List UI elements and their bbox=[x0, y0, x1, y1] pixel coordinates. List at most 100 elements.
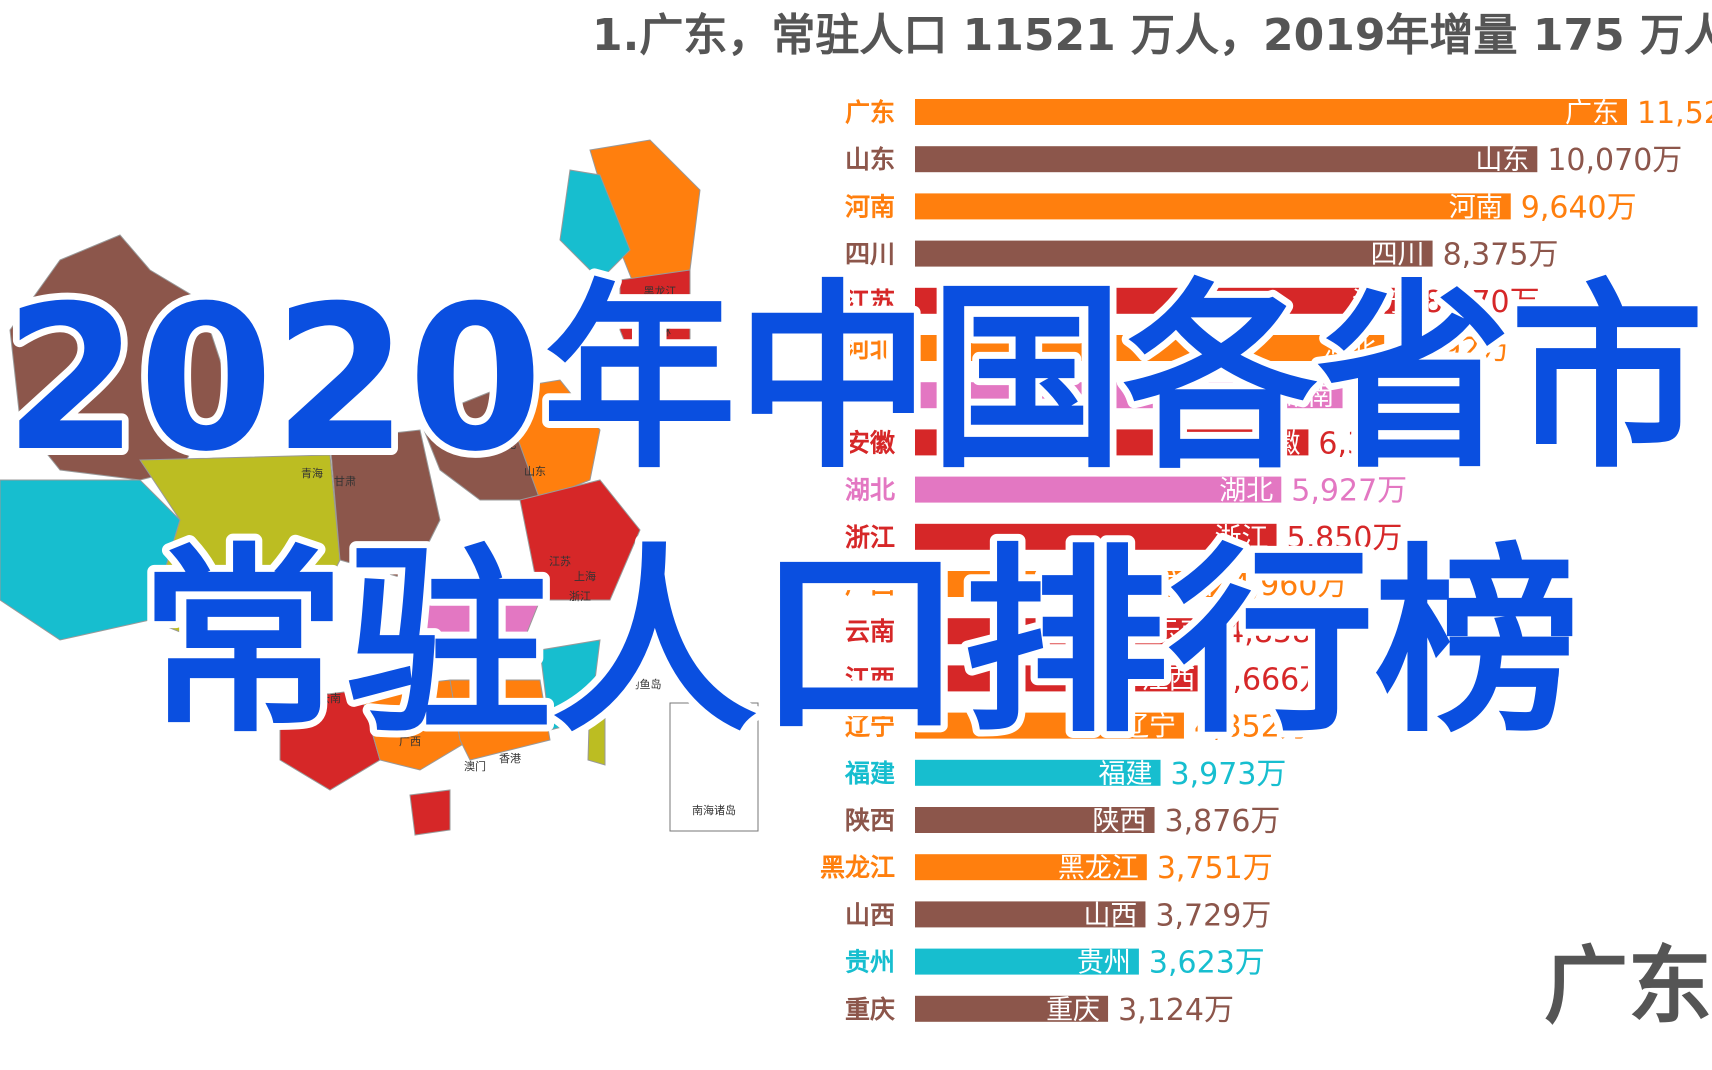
category-label: 河南 bbox=[845, 192, 895, 221]
value-label: 8,375万 bbox=[1443, 238, 1559, 273]
map-label: 钓鱼岛 bbox=[629, 677, 662, 691]
bar bbox=[915, 807, 1155, 833]
bar-inner-label: 四川 bbox=[1371, 240, 1425, 271]
overlay-title: 常驻人口排行榜 bbox=[140, 527, 1580, 760]
subtitle: 1.广东，常驻人口 11521 万人，2019年增量 175 万人 bbox=[592, 10, 1712, 61]
map-label: 山西 bbox=[459, 438, 481, 451]
bar bbox=[915, 523, 1277, 550]
category-label: 湖南 bbox=[845, 381, 895, 410]
category-label: 江西 bbox=[845, 664, 895, 693]
bar bbox=[915, 854, 1147, 881]
value-label: 5,927万 bbox=[1291, 474, 1407, 509]
category-label: 广西 bbox=[845, 570, 895, 599]
category-label: 重庆 bbox=[845, 995, 895, 1024]
bar-inner-label: 湖北 bbox=[1219, 476, 1273, 507]
bar-inner-label: 黑龙江 bbox=[1058, 853, 1139, 884]
leader-label: 广东 bbox=[1544, 937, 1712, 1035]
bar bbox=[915, 99, 1627, 125]
bar bbox=[915, 712, 1184, 739]
bar-inner-label: 江西 bbox=[1141, 664, 1195, 695]
map-label: 广西 bbox=[399, 735, 421, 748]
bar bbox=[915, 429, 1309, 456]
category-label: 广东 bbox=[845, 98, 895, 127]
map-label: 青海 bbox=[301, 466, 323, 480]
bar bbox=[915, 146, 1538, 173]
map-label: 浙江 bbox=[569, 590, 591, 603]
bar bbox=[915, 335, 1385, 361]
category-label: 云南 bbox=[845, 617, 895, 646]
bar-inner-label: 广西 bbox=[1160, 570, 1214, 601]
bar-inner-label: 江苏 bbox=[1352, 287, 1406, 318]
value-label: 3,623万 bbox=[1149, 946, 1265, 981]
map-label: 上海 bbox=[574, 569, 596, 583]
bar-inner-label: 山西 bbox=[1083, 900, 1137, 931]
value-label: 3,751万 bbox=[1157, 851, 1273, 886]
value-label: 3,729万 bbox=[1155, 898, 1271, 933]
bar-inner-label: 河南 bbox=[1449, 192, 1503, 223]
category-label: 河北 bbox=[845, 334, 895, 363]
category-label: 贵州 bbox=[845, 948, 895, 977]
bar-inner-label: 广东 bbox=[1565, 98, 1619, 129]
bar bbox=[915, 948, 1139, 975]
bar-inner-label: 湖南 bbox=[1281, 381, 1335, 412]
map bbox=[0, 139, 759, 836]
value-label: 6,366万 bbox=[1318, 426, 1434, 461]
bar bbox=[915, 240, 1433, 267]
bar bbox=[915, 995, 1109, 1022]
category-label: 黑龙江 bbox=[820, 853, 895, 882]
map-label: 山东 bbox=[524, 465, 546, 478]
map-label: 吉林 bbox=[649, 324, 671, 338]
bar-inner-label: 河北 bbox=[1322, 334, 1376, 365]
overlay-title: 2020年中国各省市 bbox=[4, 263, 1704, 496]
map-label: 甘肃 bbox=[334, 475, 356, 488]
bar-inner-label: 云南 bbox=[1153, 617, 1207, 648]
value-label: 3,973万 bbox=[1171, 757, 1287, 792]
map-label: 黑龙江 bbox=[644, 285, 677, 298]
category-label: 山东 bbox=[845, 145, 895, 174]
bar-inner-label: 陕西 bbox=[1093, 806, 1147, 837]
value-label: 4,960万 bbox=[1232, 568, 1348, 603]
bar-inner-label: 重庆 bbox=[1046, 995, 1100, 1026]
bar bbox=[915, 759, 1161, 786]
bar bbox=[915, 901, 1146, 928]
value-label: 4,352万 bbox=[1194, 710, 1310, 745]
category-label: 安徽 bbox=[845, 428, 896, 457]
category-label: 福建 bbox=[844, 759, 895, 788]
bar-inner-label: 浙江 bbox=[1215, 523, 1269, 554]
map-label: 云南 bbox=[319, 692, 341, 705]
bar bbox=[915, 287, 1414, 314]
category-label: 山西 bbox=[845, 900, 895, 929]
value-label: 6,918万 bbox=[1353, 379, 1469, 414]
category-label: 湖北 bbox=[845, 476, 895, 505]
map-label: 江苏 bbox=[549, 555, 571, 568]
bar-inner-label: 安徽 bbox=[1246, 428, 1300, 459]
value-label: 9,640万 bbox=[1521, 190, 1637, 225]
category-label: 四川 bbox=[845, 240, 895, 269]
category-label: 辽宁 bbox=[845, 712, 895, 741]
category-label: 陕西 bbox=[845, 806, 895, 835]
value-label: 5,850万 bbox=[1287, 521, 1403, 556]
bar-inner-label: 山东 bbox=[1475, 145, 1529, 176]
value-label: 10,070万 bbox=[1547, 143, 1682, 178]
category-label: 江苏 bbox=[845, 287, 895, 316]
value-label: 3,124万 bbox=[1118, 993, 1234, 1028]
value-label: 3,876万 bbox=[1165, 804, 1281, 839]
bar-inner-label: 辽宁 bbox=[1122, 712, 1176, 743]
bar bbox=[915, 618, 1216, 645]
bar-inner-label: 福建 bbox=[1099, 759, 1153, 790]
bar bbox=[915, 476, 1282, 503]
map-label: 澳门 bbox=[464, 759, 486, 773]
bar bbox=[915, 382, 1343, 409]
category-label: 浙江 bbox=[845, 523, 895, 552]
value-label: 4,858万 bbox=[1225, 615, 1341, 650]
bar bbox=[915, 193, 1511, 220]
value-label: 4,666万 bbox=[1213, 662, 1329, 697]
map-label: 台湾 bbox=[589, 694, 611, 708]
bar bbox=[915, 665, 1204, 692]
map-label: 南海诸岛 bbox=[692, 803, 736, 817]
map-label: 河北 bbox=[494, 438, 516, 451]
bar-inner-label: 贵州 bbox=[1077, 948, 1131, 979]
map-label: 香港 bbox=[499, 752, 521, 765]
